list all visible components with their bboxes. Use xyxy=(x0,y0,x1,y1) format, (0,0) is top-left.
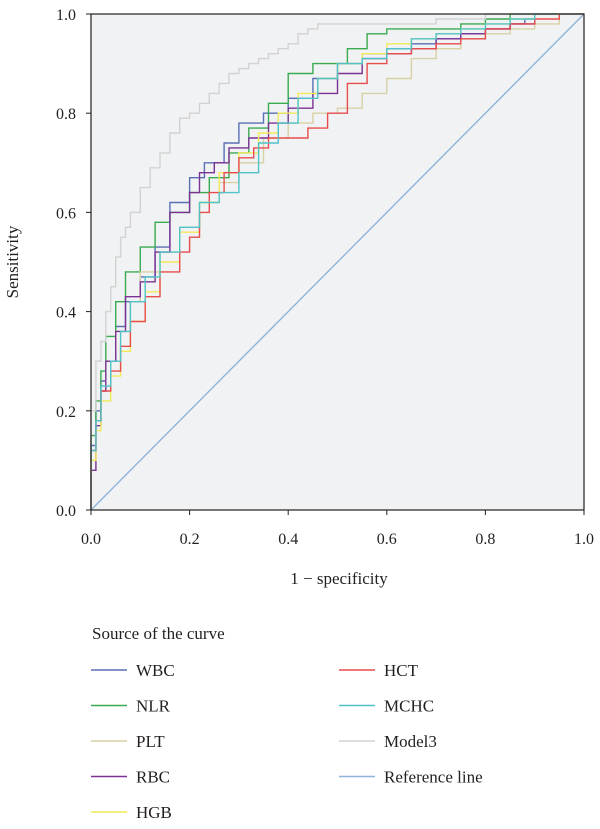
legend-label-plt: PLT xyxy=(136,732,165,751)
y-tick-label: 0.4 xyxy=(56,305,76,322)
legend-label-reference-line: Reference line xyxy=(384,768,483,787)
series-line-mchc xyxy=(90,13,584,510)
legend-label-wbc: WBC xyxy=(136,661,175,680)
series-line-hct xyxy=(90,13,584,510)
y-tick-label: 0.2 xyxy=(56,404,76,421)
x-tick-label: 0.0 xyxy=(81,531,101,548)
y-tick-label: 0.0 xyxy=(56,503,76,520)
y-axis-title: Sensitivity xyxy=(3,225,22,298)
plot-border xyxy=(90,13,585,511)
legend: WBC NLR PLT RBC HGB HCT MCHC Model3 Reference li… xyxy=(91,661,483,822)
x-tick-label: 0.6 xyxy=(377,531,397,548)
x-tick-label: 0.2 xyxy=(180,531,200,548)
x-axis-title: 1 − specificity xyxy=(290,569,388,588)
legend-label-nlr: NLR xyxy=(136,697,171,716)
y-tick-label: 1.0 xyxy=(56,7,76,24)
y-tick-label: 0.6 xyxy=(56,205,76,222)
x-tick-label: 1.0 xyxy=(574,531,594,548)
legend-label-rbc: RBC xyxy=(136,768,170,787)
y-tick-label: 0.8 xyxy=(56,106,76,123)
legend-label-model3: Model3 xyxy=(384,732,437,751)
series-line-reference-line xyxy=(90,13,585,511)
legend-title: Source of the curve xyxy=(92,624,225,643)
legend-label-hgb: HGB xyxy=(136,803,172,822)
legend-label-hct: HCT xyxy=(384,661,419,680)
series-line-rbc xyxy=(90,13,584,510)
x-tick-label: 0.8 xyxy=(475,531,495,548)
series-line-model3 xyxy=(90,13,584,510)
x-axis: 0.0 0.2 0.4 0.6 0.8 1.0 xyxy=(81,510,594,548)
plot-area xyxy=(90,13,585,511)
y-axis: 0.0 0.2 0.4 0.6 0.8 1.0 xyxy=(56,7,91,520)
legend-label-mchc: MCHC xyxy=(384,697,434,716)
x-tick-label: 0.4 xyxy=(278,531,298,548)
